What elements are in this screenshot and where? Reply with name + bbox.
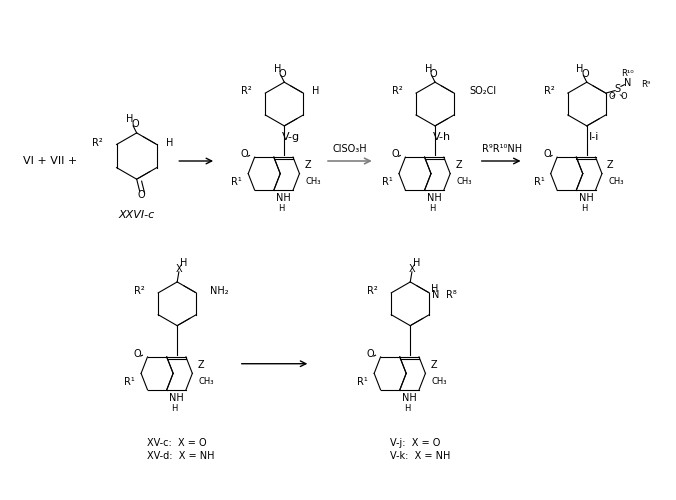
Text: R¹: R¹ bbox=[124, 376, 135, 386]
Text: Z: Z bbox=[607, 160, 614, 170]
Text: H: H bbox=[581, 204, 587, 213]
Text: Z: Z bbox=[305, 160, 311, 170]
Text: H: H bbox=[413, 258, 420, 268]
Text: H: H bbox=[180, 258, 188, 268]
Text: H: H bbox=[126, 114, 133, 124]
Text: O: O bbox=[279, 69, 287, 79]
Text: NH₂: NH₂ bbox=[210, 286, 228, 296]
Text: H: H bbox=[279, 204, 285, 213]
Text: CH₃: CH₃ bbox=[608, 177, 623, 186]
Text: V-k:  X = NH: V-k: X = NH bbox=[389, 450, 450, 460]
Text: I-i: I-i bbox=[589, 132, 599, 142]
Text: X: X bbox=[408, 264, 415, 274]
Text: CH₃: CH₃ bbox=[456, 177, 472, 186]
Text: R¹: R¹ bbox=[533, 177, 544, 187]
Text: H: H bbox=[274, 64, 281, 74]
Text: R²: R² bbox=[544, 86, 554, 97]
Text: R⁹R¹⁰NH: R⁹R¹⁰NH bbox=[481, 144, 522, 154]
Text: O: O bbox=[581, 69, 589, 79]
Text: O: O bbox=[241, 149, 248, 159]
Text: V-h: V-h bbox=[433, 132, 451, 142]
Text: H: H bbox=[312, 86, 319, 97]
Text: R²: R² bbox=[392, 86, 403, 97]
Text: H: H bbox=[166, 138, 173, 147]
Text: SO₂Cl: SO₂Cl bbox=[469, 86, 496, 97]
Text: N: N bbox=[432, 290, 439, 300]
Text: NH: NH bbox=[402, 394, 417, 404]
Text: O: O bbox=[131, 119, 139, 129]
Text: H: H bbox=[425, 64, 432, 74]
Text: Z: Z bbox=[456, 160, 462, 170]
Text: H: H bbox=[429, 204, 435, 213]
Text: R²: R² bbox=[134, 286, 145, 296]
Text: R²: R² bbox=[367, 286, 378, 296]
Text: R²: R² bbox=[91, 138, 102, 147]
Text: XXVI-c: XXVI-c bbox=[118, 210, 155, 220]
Text: CH₃: CH₃ bbox=[431, 377, 447, 386]
Text: H: H bbox=[404, 404, 410, 412]
Text: H: H bbox=[577, 64, 584, 74]
Text: XV-d:  X = NH: XV-d: X = NH bbox=[147, 450, 214, 460]
Text: R¹: R¹ bbox=[382, 177, 393, 187]
Text: XV-c:  X = O: XV-c: X = O bbox=[147, 438, 206, 448]
Text: O: O bbox=[620, 92, 627, 101]
Text: NH: NH bbox=[169, 394, 184, 404]
Text: V-g: V-g bbox=[283, 132, 300, 142]
Text: O: O bbox=[134, 348, 141, 358]
Text: NH: NH bbox=[276, 194, 291, 203]
Text: O: O bbox=[391, 149, 399, 159]
Text: R²: R² bbox=[241, 86, 252, 97]
Text: R¹: R¹ bbox=[357, 376, 368, 386]
Text: O: O bbox=[544, 149, 551, 159]
Text: CH₃: CH₃ bbox=[199, 377, 214, 386]
Text: O: O bbox=[138, 190, 145, 200]
Text: S: S bbox=[614, 84, 621, 94]
Text: O: O bbox=[608, 92, 615, 101]
Text: Z: Z bbox=[197, 360, 204, 370]
Text: R⁹: R⁹ bbox=[641, 80, 650, 89]
Text: Z: Z bbox=[431, 360, 437, 370]
Text: ClSO₃H: ClSO₃H bbox=[333, 144, 367, 154]
Text: VI + VII +: VI + VII + bbox=[22, 156, 77, 166]
Text: N: N bbox=[624, 78, 631, 88]
Text: O: O bbox=[366, 348, 375, 358]
Text: V-j:  X = O: V-j: X = O bbox=[389, 438, 440, 448]
Text: NH: NH bbox=[427, 194, 441, 203]
Text: CH₃: CH₃ bbox=[306, 177, 321, 186]
Text: X: X bbox=[176, 264, 182, 274]
Text: NH: NH bbox=[579, 194, 594, 203]
Text: R¹⁰: R¹⁰ bbox=[621, 70, 634, 78]
Text: H: H bbox=[431, 284, 438, 294]
Text: O: O bbox=[429, 69, 437, 79]
Text: R¹: R¹ bbox=[231, 177, 242, 187]
Text: R⁸: R⁸ bbox=[446, 290, 457, 300]
Text: H: H bbox=[171, 404, 178, 412]
